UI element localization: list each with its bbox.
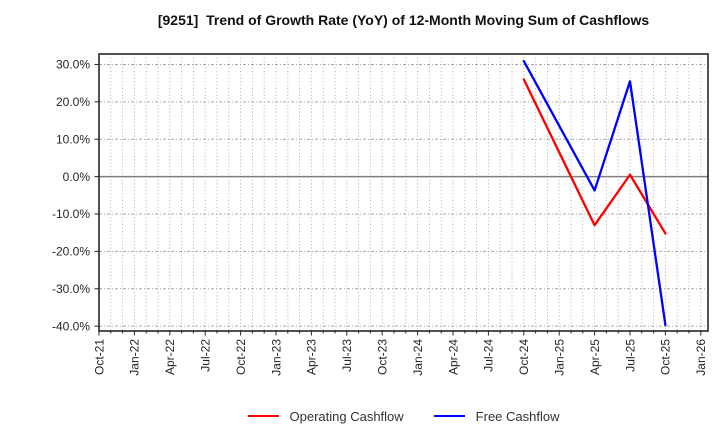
y-tick-label: 10.0%: [56, 132, 90, 146]
y-tick-label: 20.0%: [56, 95, 90, 109]
y-tick-label: -40.0%: [52, 319, 90, 333]
x-tick-label: Oct-25: [659, 339, 673, 375]
legend-label-operating-cashflow: Operating Cashflow: [289, 408, 404, 424]
x-tick-label: Jan-24: [411, 339, 425, 376]
x-tick-label: Jan-22: [128, 339, 142, 376]
y-tick-label: -30.0%: [52, 282, 90, 296]
legend-entry-operating-cashflow: Operating Cashflow: [247, 408, 404, 424]
x-tick-label: Oct-24: [517, 339, 531, 375]
x-tick-label: Apr-22: [163, 339, 177, 375]
free-cashflow-line-swatch: [433, 415, 465, 417]
y-tick-label: -20.0%: [52, 245, 90, 259]
legend-entry-free-cashflow: Free Cashflow: [433, 408, 560, 424]
x-tick-label: Jul-22: [199, 339, 213, 372]
x-tick-label: Apr-23: [305, 339, 319, 375]
x-tick-label: Apr-25: [588, 339, 602, 375]
x-tick-label: Jul-24: [482, 339, 496, 372]
y-tick-label: 0.0%: [63, 170, 91, 184]
y-tick-label: -10.0%: [52, 207, 90, 221]
operating-cashflow-line-swatch: [247, 415, 279, 417]
x-tick-label: Oct-21: [92, 339, 106, 375]
x-tick-label: Jul-23: [340, 339, 354, 372]
x-tick-label: Jul-25: [623, 339, 637, 372]
y-tick-label: 30.0%: [56, 58, 90, 72]
operating-cashflow-line: [522, 78, 667, 235]
x-tick-label: Jan-26: [694, 339, 708, 376]
plot-border: [98, 53, 709, 332]
x-tick-label: Oct-23: [376, 339, 390, 375]
legend: Operating Cashflow Free Cashflow: [99, 404, 708, 428]
x-tick-label: Jan-23: [269, 339, 283, 376]
x-tick-label: Oct-22: [234, 339, 248, 375]
legend-label-free-cashflow: Free Cashflow: [475, 408, 560, 424]
free-cashflow-line: [522, 59, 667, 327]
chart-title: [9251] Trend of Growth Rate (YoY) of 12-…: [157, 12, 650, 28]
x-tick-label: Apr-24: [446, 339, 460, 375]
x-tick-label: Jan-25: [553, 339, 567, 376]
